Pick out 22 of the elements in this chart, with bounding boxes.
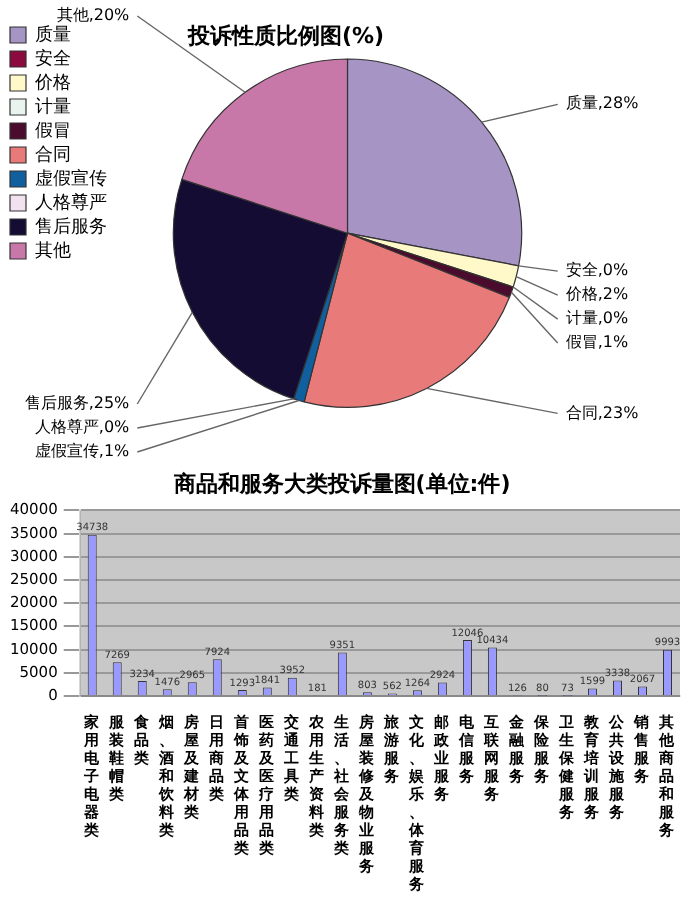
data-label: 质量,28%	[565, 94, 640, 113]
legend-label: 人格尊严	[35, 191, 107, 214]
legend-label: 售后服务	[35, 215, 107, 238]
legend-label: 其他	[35, 239, 71, 262]
legend-label: 价格	[33, 71, 71, 94]
data-label: 价格,2%	[563, 285, 629, 304]
text: 投诉性质比例图(%)	[185, 22, 385, 49]
text: 计量,0%	[565, 309, 629, 328]
legend-label: 合同	[35, 143, 71, 166]
legend-label: 安全	[35, 47, 71, 70]
data-label: 假冒,1%	[565, 333, 629, 352]
legend-label: 计量	[35, 95, 71, 118]
data-label: 合同,23%	[565, 403, 640, 422]
legend-label: 质量	[35, 23, 71, 46]
legend-label: 虚假宣传	[35, 167, 107, 190]
chart-title: 商品和服务大类投诉量图(单位:件)	[171, 470, 511, 497]
data-label: 虚假宣传,1%	[34, 442, 131, 461]
legend-label: 假冒	[35, 119, 71, 142]
text: 安全,0%	[565, 261, 629, 280]
text: 人格尊严,0%	[34, 418, 130, 437]
data-label: 售后服务,25%	[24, 394, 131, 413]
data-label: 其他,20%	[56, 6, 131, 25]
